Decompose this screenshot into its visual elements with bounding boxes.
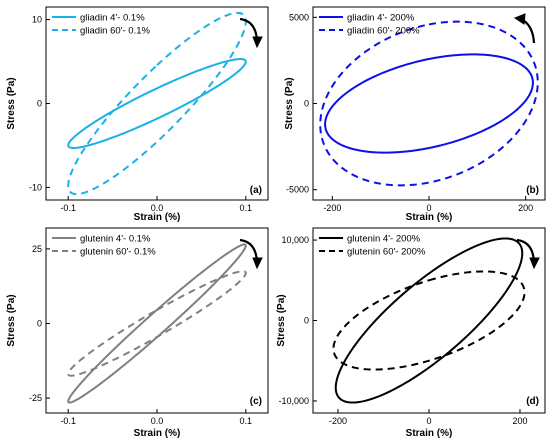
y-axis-label: Stress (Pa) xyxy=(6,77,17,129)
y-tick-label: 0 xyxy=(304,316,309,326)
y-axis-label: Stress (Pa) xyxy=(6,294,17,346)
legend-label: glutenin 60'- 0.1% xyxy=(80,247,156,258)
x-tick-label: -0.1 xyxy=(60,416,76,426)
series-loop-1 xyxy=(334,237,524,404)
series-loop-1 xyxy=(324,53,534,154)
series-loop-2 xyxy=(67,11,247,196)
x-tick-label: 0.1 xyxy=(240,416,253,426)
series-loop-1 xyxy=(67,243,247,404)
legend-label: gliadin 60'- 200% xyxy=(347,26,420,37)
legend-label: glutenin 4'- 200% xyxy=(347,234,421,245)
y-tick-label: 0 xyxy=(304,99,309,109)
x-tick-label: 200 xyxy=(512,416,527,426)
x-tick-label: 0.1 xyxy=(240,203,253,213)
series-loop-2 xyxy=(332,270,526,371)
x-axis-label: Strain (%) xyxy=(406,428,453,439)
x-axis-label: Strain (%) xyxy=(134,212,181,223)
panel-tag: (a) xyxy=(250,185,262,196)
y-axis-label: Stress (Pa) xyxy=(276,294,287,346)
rotation-arrowhead xyxy=(513,13,526,25)
y-tick-label: 10 xyxy=(32,15,42,25)
y-tick-label: 5000 xyxy=(289,12,309,22)
legend-label: gliadin 4'- 0.1% xyxy=(80,13,145,24)
panel-c: Stress (Pa) Strain (%) (c) -0.1 0.0 0.1 -25… xyxy=(6,227,269,439)
rotation-arrowhead xyxy=(252,257,263,270)
y-tick-label: 0 xyxy=(37,99,42,109)
y-axis-label: Stress (Pa) xyxy=(284,77,295,129)
legend-label: glutenin 60'- 200% xyxy=(347,247,426,258)
x-tick-label: 0 xyxy=(426,416,431,426)
y-tick-label: 25 xyxy=(32,244,42,254)
legend-label: gliadin 4'- 200% xyxy=(347,13,415,24)
panel-tag: (d) xyxy=(526,396,539,407)
x-tick-label: -0.1 xyxy=(60,203,76,213)
panel-d: Stress (Pa) Strain (%) (d) -200 0 200 -10,0… xyxy=(276,227,546,439)
series-loop-1 xyxy=(67,58,247,149)
x-tick-label: -200 xyxy=(323,203,341,213)
x-axis-label: Strain (%) xyxy=(134,428,181,439)
y-tick-label: -10 xyxy=(29,182,42,192)
rotation-arrowhead xyxy=(529,257,540,270)
rotation-arrowhead xyxy=(252,36,263,49)
panel-b: Stress (Pa) Strain (%) (b) -200 0 200 -5000… xyxy=(284,6,546,223)
y-tick-label: 10,000 xyxy=(281,235,309,245)
x-tick-label: 0.0 xyxy=(151,203,164,213)
x-tick-label: 0.0 xyxy=(151,416,164,426)
x-tick-label: -200 xyxy=(329,416,347,426)
y-tick-label: -10,000 xyxy=(278,396,309,406)
x-tick-label: 0 xyxy=(426,203,431,213)
panel-tag: (b) xyxy=(526,185,539,196)
panel-a: Stress (Pa) Strain (%) (a) -0.1 0.0 0.1 -10… xyxy=(6,6,269,223)
series-loop-2 xyxy=(67,270,247,377)
x-axis-label: Strain (%) xyxy=(406,212,453,223)
legend-label: glutenin 4'- 0.1% xyxy=(80,234,151,245)
series-loop-2 xyxy=(319,20,539,187)
x-tick-label: 200 xyxy=(518,203,533,213)
legend-label: gliadin 60'- 0.1% xyxy=(80,26,150,37)
y-tick-label: -25 xyxy=(29,393,42,403)
y-tick-label: -5000 xyxy=(286,185,309,195)
panel-tag: (c) xyxy=(250,396,262,407)
y-tick-label: 0 xyxy=(37,318,42,328)
